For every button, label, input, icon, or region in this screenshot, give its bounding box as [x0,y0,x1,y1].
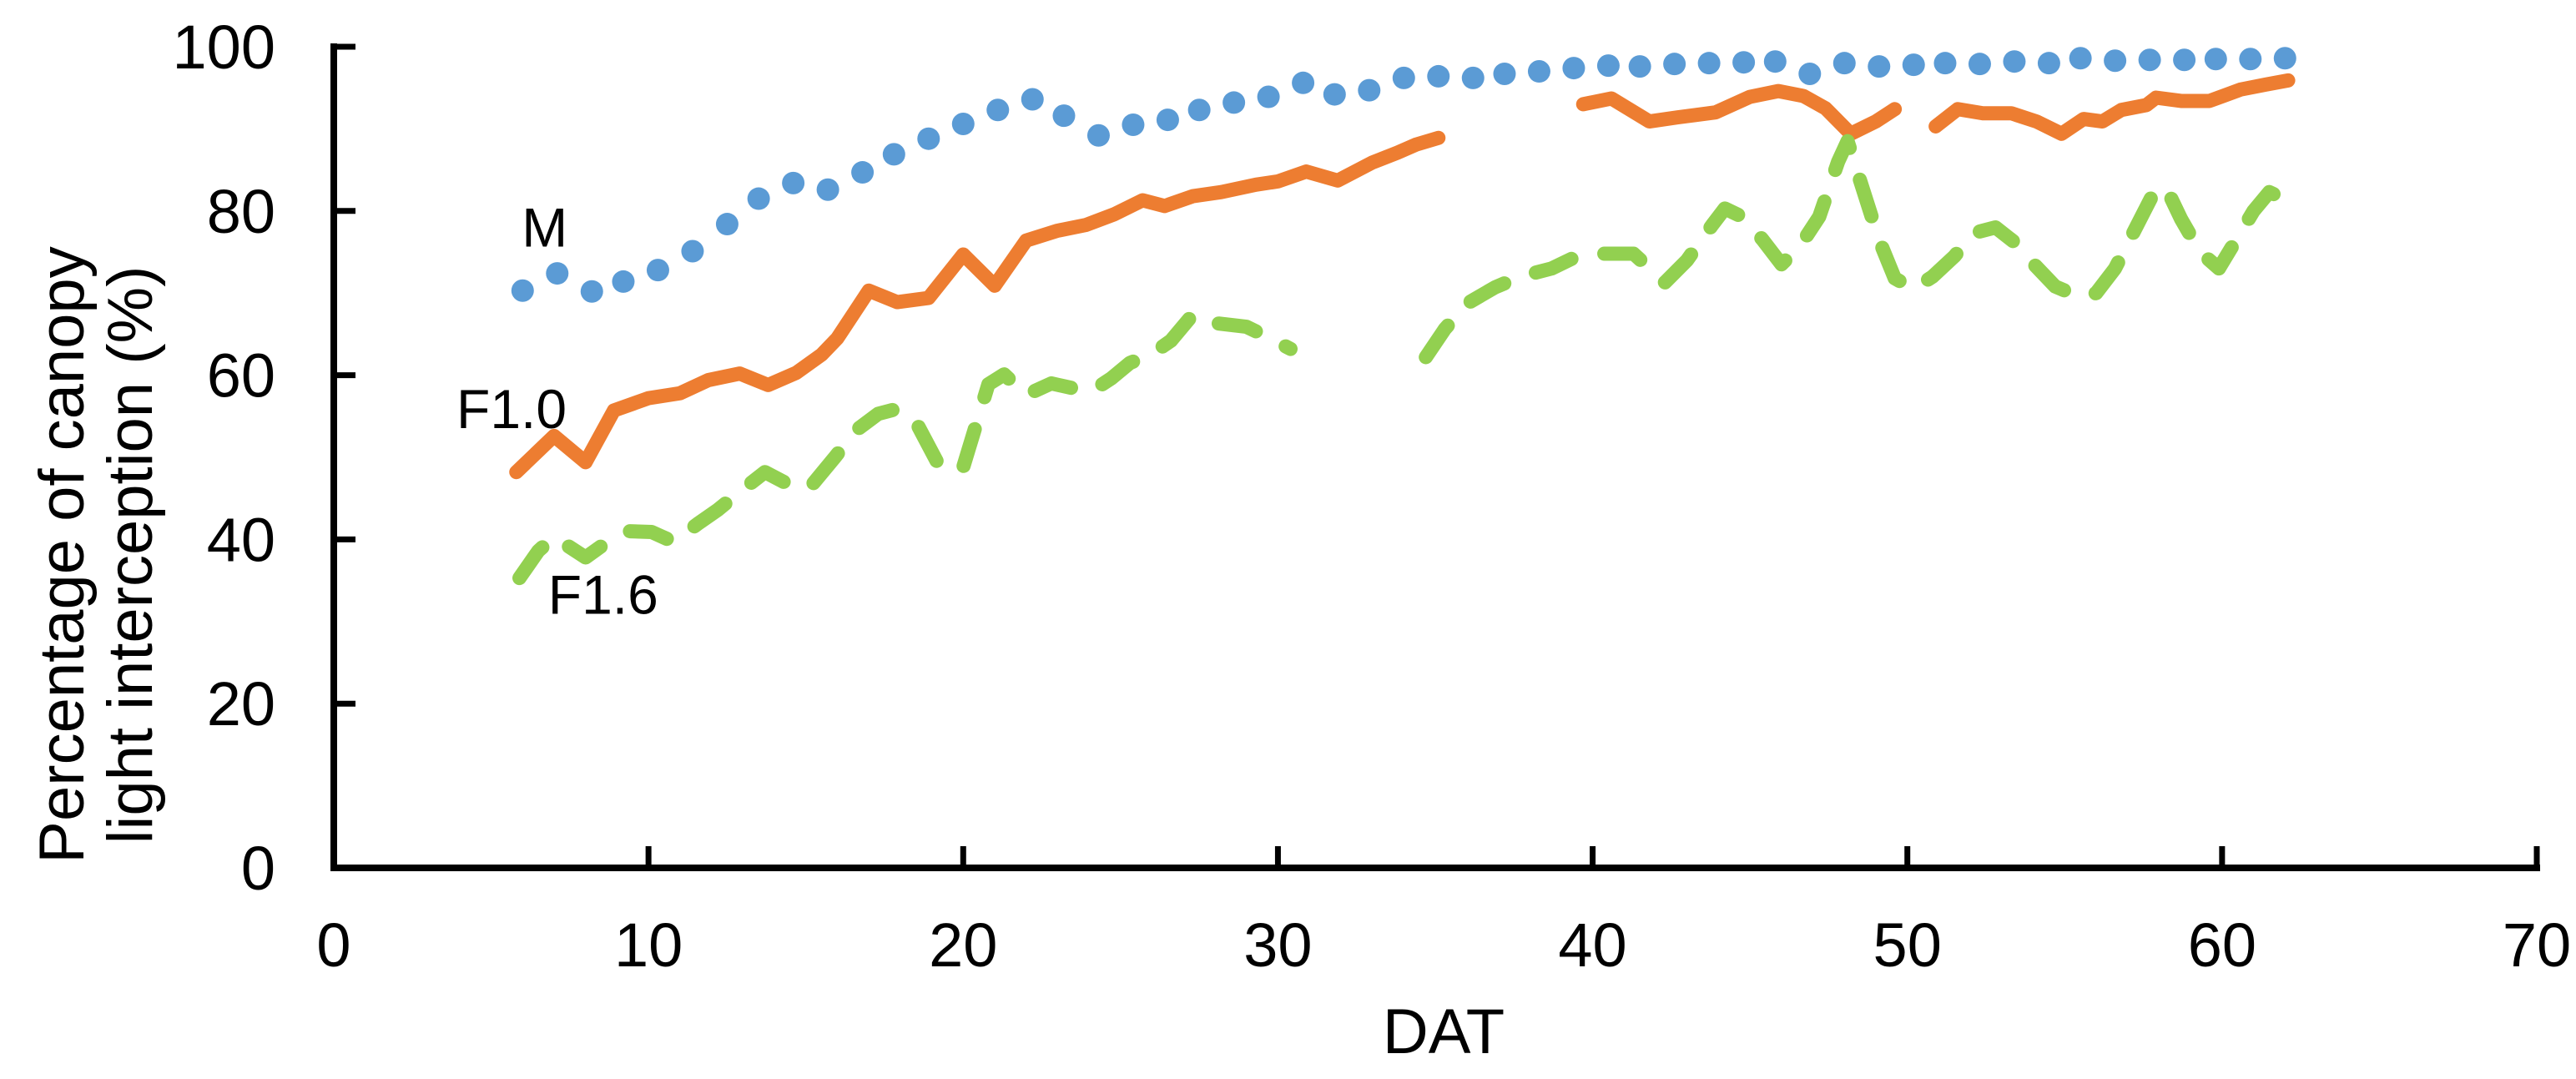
data-point-marker [1596,54,1620,78]
data-point-marker [1292,71,1315,94]
data-point-marker [1628,55,1651,78]
y-tick-label: 80 [207,177,275,246]
data-point-marker [2204,48,2227,71]
x-axis: 0 10 20 30 40 50 60 70 [316,846,2571,980]
data-point-marker [546,262,569,285]
data-point-marker [1832,52,1856,75]
data-point-marker [1968,53,1991,76]
series-segment [1575,83,1903,141]
data-point-marker [646,259,669,282]
data-point-marker [2069,47,2092,70]
data-point-marker [1427,64,1450,88]
data-point-marker [816,178,839,201]
x-tick-label: 50 [1873,910,1942,980]
x-tick-label: 20 [929,910,997,980]
y-axis-title-line1: Percentage of canopy [27,246,98,863]
data-point-marker [882,143,905,166]
data-point-marker [1902,53,1925,77]
data-point-marker [1156,108,1179,132]
data-point-marker [1052,104,1076,128]
x-tick-label: 30 [1243,910,1312,980]
series-layer [509,47,2296,586]
data-point-marker [1021,88,1044,111]
data-point-marker [1697,52,1721,75]
x-tick-label: 60 [2188,910,2256,980]
series-F1-0 [509,73,2296,480]
data-point-marker [2273,47,2296,70]
data-point-marker [1933,52,1957,75]
series-labels: M F1.0 F1.6 [456,196,658,625]
series-F1-6 [512,134,2292,586]
x-tick-label: 40 [1558,910,1626,980]
series-segment [512,307,1298,586]
data-point-marker [1086,124,1110,147]
y-tick-label: 20 [207,669,275,739]
data-point-marker [1257,85,1280,108]
data-point-marker [747,187,770,210]
data-point-marker [511,279,534,302]
data-point-marker [782,171,805,194]
y-axis: 0 20 40 60 80 100 [173,13,355,903]
x-tick-label: 70 [2503,910,2571,980]
data-point-marker [1122,113,1145,136]
series-label-F1-6: F1.6 [548,563,658,625]
data-point-marker [2003,50,2026,73]
x-axis-title: DAT [1383,996,1505,1067]
data-point-marker [1798,62,1822,85]
series-M [511,47,2296,303]
series-segment [509,130,1446,480]
x-tick-labels: 0 10 20 30 40 50 60 70 [316,910,2571,980]
series-segment [1928,73,2296,141]
x-tick-label: 10 [614,910,683,980]
data-point-marker [715,213,739,236]
y-axis-title-line2: light interception (%) [95,266,166,845]
data-point-marker [1763,50,1787,73]
x-ticks [330,846,2540,868]
data-point-marker [580,280,603,303]
data-point-marker [2104,49,2127,73]
data-point-marker [2239,48,2262,71]
series-label-F1-0: F1.0 [456,378,567,440]
data-point-marker [1461,66,1485,89]
data-point-marker [1732,51,1756,74]
data-point-marker [1868,55,1891,78]
data-point-marker [1358,78,1381,102]
data-point-marker [612,270,635,293]
y-tick-label: 40 [207,505,275,574]
y-tick-label: 0 [241,834,275,903]
data-point-marker [917,127,940,150]
data-point-marker [1323,83,1346,106]
data-point-marker [1222,91,1246,114]
data-point-marker [2138,48,2161,72]
y-tick-label: 60 [207,341,275,411]
data-point-marker [1187,98,1211,122]
series-segment [1419,134,2292,365]
data-point-marker [681,239,704,263]
data-point-marker [1527,60,1550,83]
data-point-marker [986,98,1010,122]
x-tick-label: 0 [316,910,350,980]
data-point-marker [1562,57,1585,80]
series-label-M: M [522,196,567,258]
data-point-marker [851,161,875,184]
y-tick-labels: 0 20 40 60 80 100 [173,13,275,903]
data-point-marker [2037,52,2060,75]
data-point-marker [1663,53,1686,76]
data-point-marker [1493,62,1516,85]
data-point-marker [1392,66,1415,89]
y-tick-label: 100 [173,13,275,82]
data-point-marker [951,112,975,135]
data-point-marker [2173,48,2196,72]
